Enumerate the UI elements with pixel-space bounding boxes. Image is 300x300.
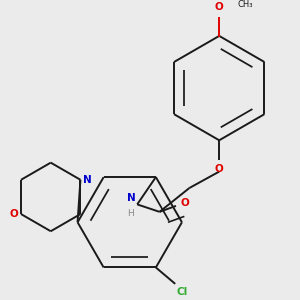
Text: O: O <box>181 198 189 208</box>
Text: O: O <box>215 2 224 12</box>
Text: O: O <box>215 164 224 174</box>
Text: CH₃: CH₃ <box>237 0 253 9</box>
Text: O: O <box>10 209 19 219</box>
Text: Cl: Cl <box>177 287 188 297</box>
Text: N: N <box>127 193 136 203</box>
Text: H: H <box>127 209 134 218</box>
Text: N: N <box>83 175 92 185</box>
